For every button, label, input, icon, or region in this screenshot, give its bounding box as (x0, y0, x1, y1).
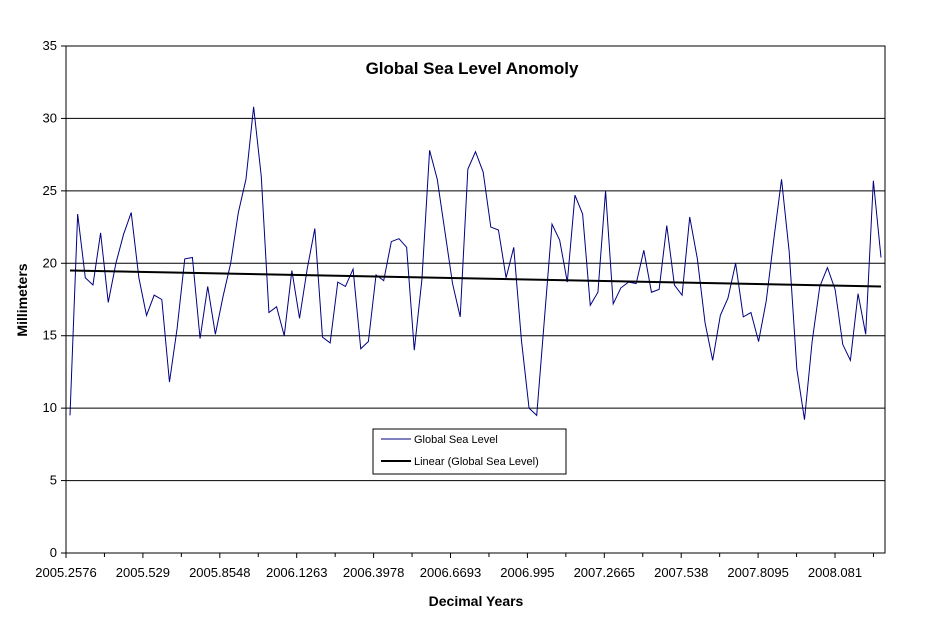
x-axis: 2005.2576 2005.529 2005.8548 2006.1263 2006.… (35, 553, 874, 580)
legend-box (372, 428, 567, 475)
x-tick-label: 2006.995 (500, 565, 554, 580)
y-axis: 0 5 10 15 20 25 30 35 (43, 38, 66, 560)
y-tick-label: 15 (43, 328, 57, 343)
y-tick-label: 10 (43, 400, 57, 415)
x-tick-label: 2007.538 (654, 565, 708, 580)
series-line-global-sea-level (69, 106, 882, 420)
y-axis-title: Millimeters (14, 263, 30, 336)
x-tick-label: 2006.1263 (266, 565, 327, 580)
legend: Global Sea Level Linear (Global Sea Leve… (372, 428, 567, 475)
x-tick-label: 2006.6693 (420, 565, 481, 580)
y-tick-label: 25 (43, 183, 57, 198)
series-group (69, 106, 882, 420)
x-tick-label: 2006.3978 (343, 565, 404, 580)
x-tick-label: 2005.2576 (35, 565, 96, 580)
y-tick-label: 30 (43, 110, 57, 125)
gridlines (66, 117, 885, 482)
x-tick-label: 2008.081 (808, 565, 862, 580)
y-tick-label: 20 (43, 255, 57, 270)
trendline-linear (69, 269, 882, 288)
x-axis-title: Decimal Years (429, 593, 524, 609)
x-tick-label: 2005.8548 (189, 565, 250, 580)
y-tick-label: 35 (43, 38, 57, 53)
legend-label-linear-trend: Linear (Global Sea Level) (414, 456, 539, 468)
y-tick-label: 5 (50, 473, 57, 488)
plot-area-border (65, 45, 886, 554)
legend-label-global-sea-level: Global Sea Level (414, 434, 498, 446)
chart-title: Global Sea Level Anomoly (366, 59, 579, 78)
x-tick-label: 2007.2665 (574, 565, 635, 580)
x-tick-label: 2005.529 (116, 565, 170, 580)
x-tick-label: 2007.8095 (727, 565, 788, 580)
y-tick-label: 0 (50, 545, 57, 560)
